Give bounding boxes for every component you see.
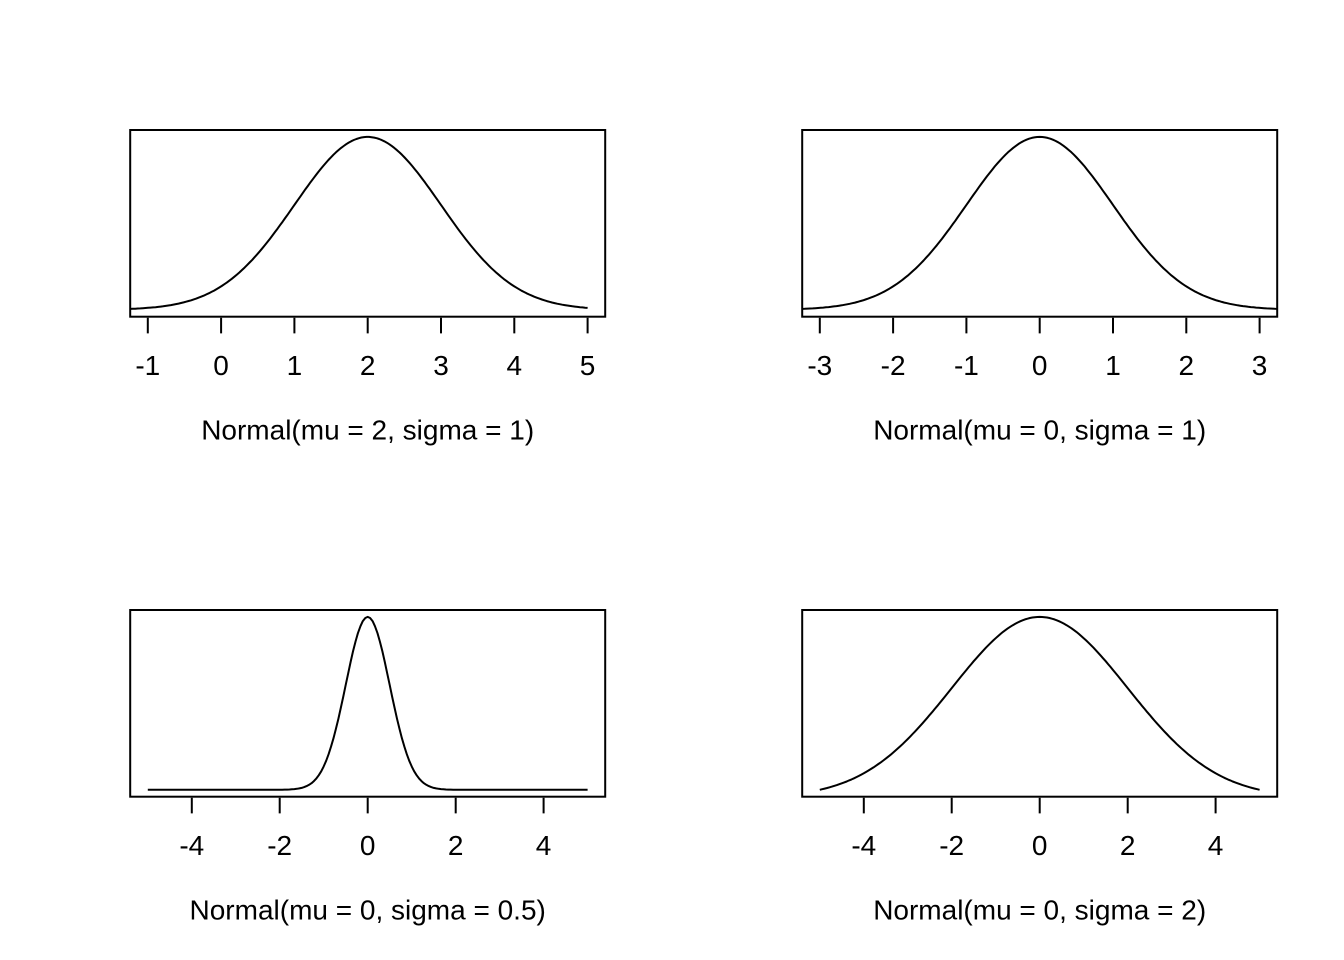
svg-text:-4: -4	[179, 830, 204, 861]
svg-text:2: 2	[1179, 350, 1195, 381]
svg-text:-2: -2	[267, 830, 292, 861]
svg-text:3: 3	[1252, 350, 1268, 381]
svg-text:Normal(mu = 0, sigma = 2): Normal(mu = 0, sigma = 2)	[873, 895, 1206, 926]
svg-text:-2: -2	[939, 830, 964, 861]
svg-text:-2: -2	[881, 350, 906, 381]
svg-text:4: 4	[507, 350, 523, 381]
svg-text:5: 5	[580, 350, 596, 381]
svg-text:1: 1	[287, 350, 303, 381]
svg-text:-1: -1	[135, 350, 160, 381]
svg-text:2: 2	[448, 830, 464, 861]
svg-text:1: 1	[1105, 350, 1121, 381]
svg-text:0: 0	[213, 350, 229, 381]
svg-text:-3: -3	[807, 350, 832, 381]
svg-text:0: 0	[360, 830, 376, 861]
svg-text:0: 0	[1032, 350, 1048, 381]
svg-text:-1: -1	[954, 350, 979, 381]
svg-text:0: 0	[1032, 830, 1048, 861]
svg-text:3: 3	[433, 350, 449, 381]
svg-text:2: 2	[1120, 830, 1136, 861]
svg-text:Normal(mu = 2, sigma = 1): Normal(mu = 2, sigma = 1)	[201, 415, 534, 446]
svg-text:Normal(mu = 0, sigma = 1): Normal(mu = 0, sigma = 1)	[873, 415, 1206, 446]
svg-text:-4: -4	[851, 830, 876, 861]
svg-text:4: 4	[536, 830, 552, 861]
svg-text:4: 4	[1208, 830, 1224, 861]
svg-text:2: 2	[360, 350, 376, 381]
svg-text:Normal(mu = 0, sigma = 0.5): Normal(mu = 0, sigma = 0.5)	[190, 895, 546, 926]
